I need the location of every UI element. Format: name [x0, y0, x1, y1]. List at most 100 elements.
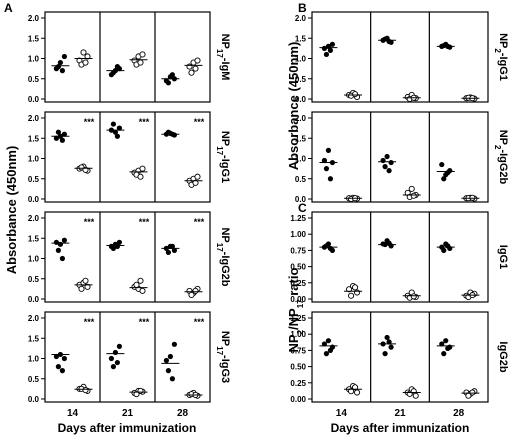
label-part: -IgG2b [497, 149, 509, 184]
filled-dot [439, 161, 445, 168]
label-part: NP [219, 331, 231, 346]
x-tick-label: 21 [394, 408, 406, 419]
open-dot [82, 277, 89, 284]
open-dot [352, 384, 359, 391]
panel: 0.0 0.5 1.0 1.5 2.0 NP2-IgG2b [295, 111, 510, 204]
filled-dot [57, 59, 64, 66]
filled-dot [445, 243, 451, 249]
filled-dot [55, 129, 62, 135]
open-dot [354, 289, 361, 296]
open-dot [194, 173, 201, 180]
panel-label: NP17-IgG1 [216, 131, 232, 183]
open-dot [133, 281, 140, 288]
filled-dot [323, 351, 330, 357]
subscript: 2 [494, 48, 503, 53]
y-tick-label: 0.5 [28, 175, 40, 184]
y-tick-label: 1.25 [290, 214, 306, 223]
filled-dot [163, 357, 169, 364]
label-part: IgG1 [497, 245, 509, 269]
filled-dot [386, 339, 392, 345]
filled-dot [384, 334, 390, 341]
y-tick-label: 0.0 [295, 195, 307, 204]
panel-frame [311, 311, 489, 403]
panel-label: NP17-IgG2b [216, 227, 232, 286]
y-tick-label: 1.5 [295, 34, 307, 43]
y-tick-label: 0.00 [290, 295, 306, 304]
significance: *** [139, 117, 150, 127]
label-part: ratio [286, 268, 301, 300]
significance: *** [194, 117, 205, 127]
filled-dot [61, 355, 67, 362]
y-tick-label: 2.0 [295, 14, 307, 23]
panel-label: NP2-IgG2b [494, 130, 510, 185]
filled-dot [110, 121, 116, 127]
significance: *** [194, 317, 205, 327]
open-dot [192, 65, 199, 72]
open-dot [84, 283, 91, 290]
y-tick-label: 1.5 [28, 134, 40, 143]
filled-dot [327, 245, 334, 252]
x-axis-label: Days after immunization [58, 421, 197, 435]
panel-frame [311, 11, 489, 103]
significance: *** [84, 317, 95, 327]
significance: *** [84, 217, 95, 227]
filled-dot [59, 255, 65, 262]
filled-dot [55, 247, 62, 253]
open-dot [352, 284, 359, 291]
label-part: NP [219, 131, 231, 146]
significance: *** [139, 317, 150, 327]
filled-dot [441, 351, 447, 357]
panel-frame [44, 111, 211, 203]
y-tick-label: 1.00 [290, 230, 306, 239]
open-dot [194, 57, 201, 64]
filled-dot [169, 72, 175, 78]
panel: 0.00 0.25 0.50 0.75 1.00 1.25 IgG2b 14 21 28 [290, 311, 509, 419]
panel-label: IgG2b [497, 341, 509, 372]
panel: 0.0 0.5 1.0 1.5 2.0 NP17-IgM [28, 11, 231, 104]
panel-letter: C [298, 201, 307, 215]
filled-dot [327, 176, 334, 182]
filled-dot [325, 338, 332, 344]
filled-dot [441, 247, 447, 253]
filled-dot [59, 137, 65, 143]
label-part: -IgG1 [497, 53, 509, 81]
subscript: 17 [216, 49, 225, 58]
filled-dot [388, 159, 394, 166]
y-tick-label: 2.0 [28, 114, 40, 123]
filled-dot [382, 164, 388, 170]
filled-dot [116, 343, 122, 349]
panel-frame [44, 11, 211, 103]
label-part: NP [497, 33, 509, 48]
y-tick-label: 1.5 [28, 34, 40, 43]
panel: 0.0 0.5 1.0 1.5 2.0 NP17-IgG3 *** *** *** 14 21 28 [28, 311, 231, 419]
filled-dot [55, 64, 62, 70]
panel: 0.0 0.5 1.0 1.5 2.0 NP17-IgG2b *** *** *** [28, 211, 232, 304]
open-dot [137, 277, 144, 284]
filled-dot [110, 245, 116, 251]
subscript: 2 [296, 329, 305, 334]
open-dot [346, 286, 353, 293]
y-tick-label: 2.0 [28, 214, 40, 223]
x-tick-label: 14 [67, 408, 79, 419]
y-tick-label: 1.5 [28, 234, 40, 243]
y-tick-label: 1.25 [290, 314, 306, 323]
filled-dot [169, 243, 175, 249]
filled-dot [114, 133, 120, 139]
y-tick-label: 0.5 [295, 175, 307, 184]
label-part: -IgG1 [219, 155, 231, 183]
filled-dot [445, 345, 451, 352]
significance: *** [139, 217, 150, 227]
open-dot [137, 387, 144, 394]
y-tick-label: 1.0 [28, 255, 40, 264]
filled-dot [325, 147, 332, 153]
y-tick-label: 0.75 [290, 246, 306, 255]
filled-dot [55, 364, 62, 370]
filled-dot [61, 53, 67, 60]
open-dot [410, 192, 417, 199]
open-dot [82, 59, 89, 66]
filled-dot [165, 249, 171, 256]
y-tick-label: 1.0 [28, 155, 40, 164]
open-dot [469, 389, 476, 396]
y-tick-label: 0.00 [290, 395, 306, 404]
y-tick-label: 1.5 [295, 134, 307, 143]
